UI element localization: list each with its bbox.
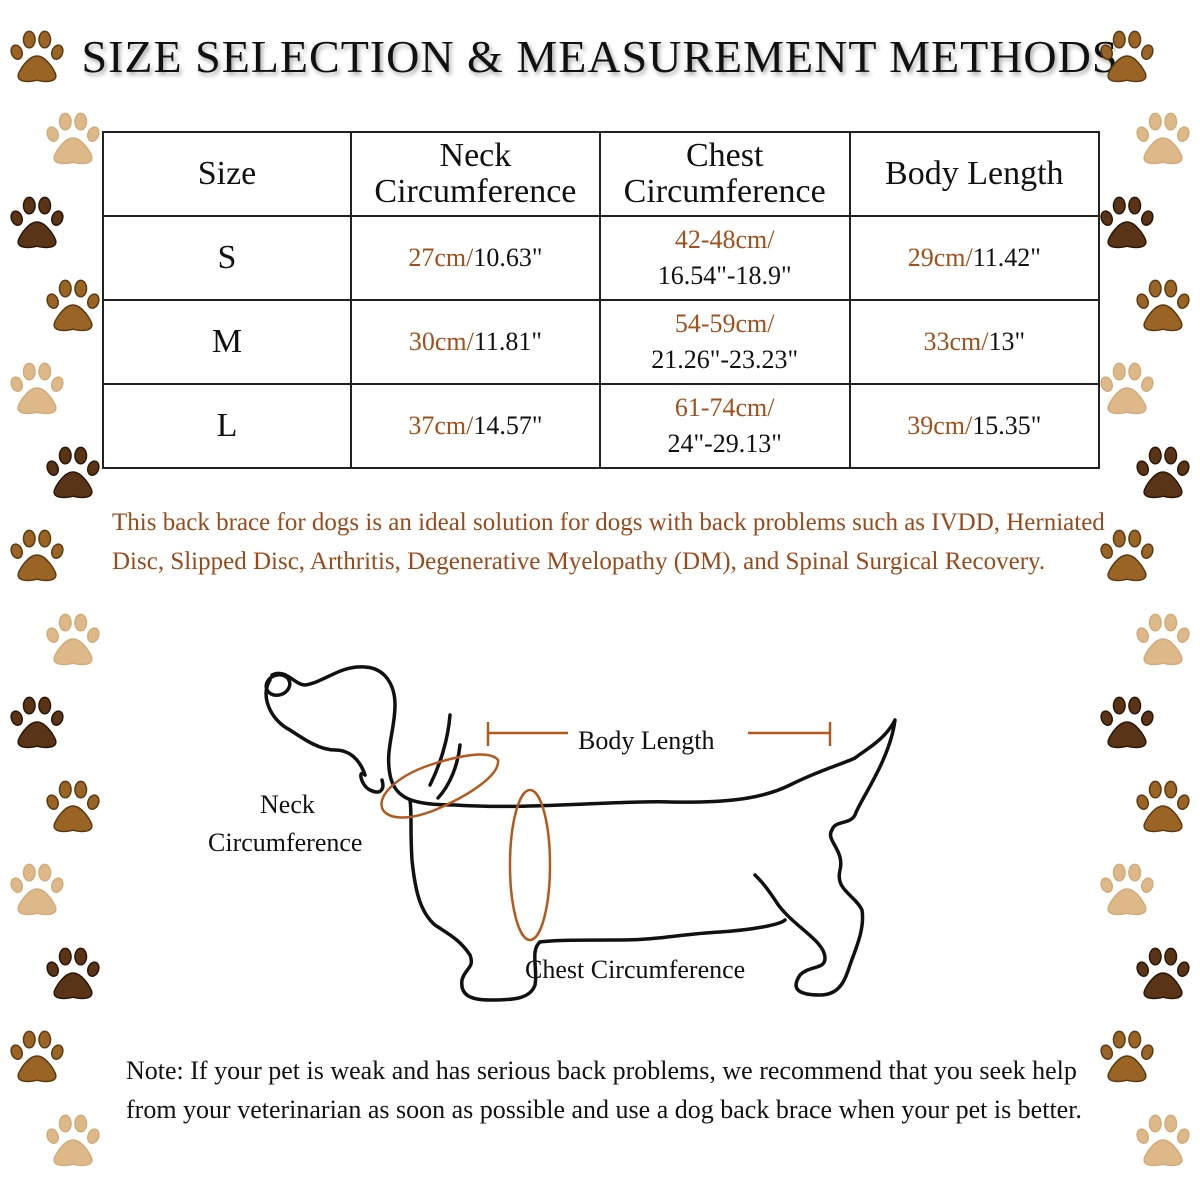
paw-print-icon — [8, 194, 66, 252]
paw-print-icon — [44, 945, 102, 1003]
paw-print-icon — [1098, 1028, 1156, 1086]
paw-print-icon — [1134, 444, 1192, 502]
paw-print-icon — [44, 444, 102, 502]
size-label: L — [101, 383, 353, 469]
page-title: SIZE SELECTION & MEASUREMENT METHODS — [81, 31, 1119, 82]
size-label: M — [101, 299, 353, 385]
header-chest-line1: Chest — [685, 137, 764, 174]
header-size: Size — [101, 131, 353, 217]
header-chest-circumference: Chest Circumference — [598, 131, 851, 217]
header-chest-line2: Circumference — [623, 173, 826, 210]
body-inch: 15.35" — [972, 411, 1042, 440]
paw-print-icon — [8, 1028, 66, 1086]
measurement-diagram: Body Length Neck Circumference Chest Cir… — [200, 650, 950, 1010]
paw-print-icon — [1098, 527, 1156, 585]
paw-print-icon — [8, 861, 66, 919]
table-row: L 37cm/14.57" 61-74cm/24"-29.13" 39cm/15… — [101, 383, 1101, 469]
neck-cm: 30cm/ — [408, 327, 474, 356]
dog-outline-icon — [264, 665, 897, 1002]
paw-print-icon — [1098, 861, 1156, 919]
body-inch: 13" — [988, 327, 1026, 356]
chest-value: 54-59cm/21.26"-23.23" — [598, 299, 851, 385]
chest-inch: 24"-29.13" — [667, 429, 782, 458]
paw-print-icon — [1098, 194, 1156, 252]
body-cm: 29cm/ — [907, 243, 973, 272]
header-neck-circumference: Neck Circumference — [350, 131, 601, 217]
paw-print-icon — [1134, 611, 1192, 669]
header-body-length: Body Length — [848, 131, 1101, 217]
paw-print-icon — [44, 611, 102, 669]
chest-value: 61-74cm/24"-29.13" — [598, 383, 851, 469]
paw-print-icon — [44, 1112, 102, 1170]
veterinarian-note: Note: If your pet is weak and has seriou… — [126, 1056, 1082, 1124]
body-cm: 39cm/ — [907, 411, 973, 440]
chest-inch: 21.26"-23.23" — [651, 345, 799, 374]
chest-value: 42-48cm/16.54"-18.9" — [598, 215, 851, 301]
neck-value: 37cm/14.57" — [350, 383, 601, 469]
neck-label-line1: Neck — [260, 790, 315, 819]
paw-print-icon — [1134, 277, 1192, 335]
table-row: M 30cm/11.81" 54-59cm/21.26"-23.23" 33cm… — [101, 299, 1101, 385]
header-neck-line1: Neck — [439, 137, 512, 174]
body-inch: 11.42" — [972, 243, 1041, 272]
body-length-value: 29cm/11.42" — [848, 215, 1101, 301]
paw-print-icon — [8, 694, 66, 752]
product-description: This back brace for dogs is an ideal sol… — [112, 509, 1105, 575]
table-header-row: Size Neck Circumference Chest Circumfere… — [101, 131, 1101, 217]
chest-inch: 16.54"-18.9" — [657, 261, 792, 290]
size-label: S — [101, 215, 353, 301]
chest-circumference-label: Chest Circumference — [525, 955, 746, 984]
neck-value: 30cm/11.81" — [350, 299, 601, 385]
paw-print-icon — [1098, 28, 1156, 86]
paw-print-icon — [44, 778, 102, 836]
paw-print-icon — [1134, 945, 1192, 1003]
paw-print-icon — [1134, 110, 1192, 168]
body-cm: 33cm/ — [923, 327, 989, 356]
paw-print-icon — [8, 527, 66, 585]
neck-inch: 11.81" — [473, 327, 542, 356]
neck-inch: 10.63" — [473, 243, 543, 272]
paw-print-icon — [1098, 694, 1156, 752]
neck-label-line2: Circumference — [208, 828, 363, 857]
neck-inch: 14.57" — [473, 411, 543, 440]
paw-print-icon — [1134, 1112, 1192, 1170]
chest-cm: 42-48cm/ — [674, 225, 775, 254]
neck-value: 27cm/10.63" — [350, 215, 601, 301]
neck-cm: 37cm/ — [408, 411, 474, 440]
body-length-value: 39cm/15.35" — [848, 383, 1101, 469]
paw-print-icon — [8, 360, 66, 418]
chest-cm: 61-74cm/ — [674, 393, 775, 422]
size-chart-table: Size Neck Circumference Chest Circumfere… — [101, 131, 1101, 469]
paw-print-icon — [8, 28, 66, 86]
header-neck-line2: Circumference — [374, 173, 577, 210]
neck-cm: 27cm/ — [408, 243, 474, 272]
paw-print-icon — [44, 110, 102, 168]
table-row: S 27cm/10.63" 42-48cm/16.54"-18.9" 29cm/… — [101, 215, 1101, 301]
body-length-label: Body Length — [578, 726, 715, 755]
body-length-value: 33cm/13" — [848, 299, 1101, 385]
paw-print-icon — [1098, 360, 1156, 418]
paw-print-icon — [1134, 778, 1192, 836]
paw-print-icon — [44, 277, 102, 335]
chest-cm: 54-59cm/ — [674, 309, 775, 338]
